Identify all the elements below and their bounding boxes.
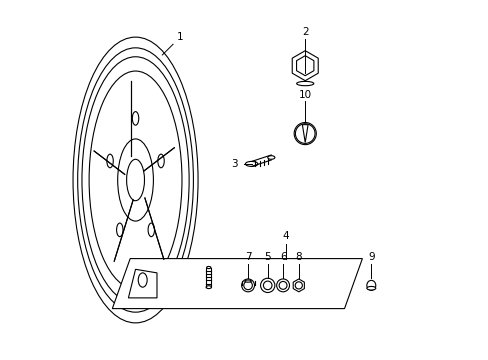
Text: 1: 1: [176, 32, 183, 42]
Circle shape: [263, 281, 271, 290]
Polygon shape: [128, 269, 157, 298]
Ellipse shape: [138, 273, 147, 287]
Polygon shape: [292, 51, 318, 81]
Circle shape: [295, 282, 302, 289]
Ellipse shape: [296, 81, 313, 86]
Text: 9: 9: [367, 252, 374, 262]
Ellipse shape: [116, 223, 123, 237]
Text: 3: 3: [230, 159, 237, 169]
Text: 8: 8: [295, 252, 302, 262]
Polygon shape: [296, 56, 313, 76]
Ellipse shape: [148, 223, 154, 237]
Ellipse shape: [78, 48, 193, 312]
Ellipse shape: [158, 154, 164, 168]
Ellipse shape: [366, 287, 375, 290]
Ellipse shape: [107, 154, 113, 168]
Ellipse shape: [206, 266, 210, 269]
Circle shape: [244, 281, 252, 290]
Ellipse shape: [245, 161, 257, 166]
Circle shape: [241, 279, 254, 292]
Text: 10: 10: [298, 90, 311, 100]
Ellipse shape: [132, 112, 139, 125]
Ellipse shape: [295, 124, 314, 143]
Ellipse shape: [205, 286, 211, 289]
Circle shape: [276, 279, 289, 292]
Ellipse shape: [82, 57, 189, 303]
Ellipse shape: [118, 139, 153, 221]
Text: 6: 6: [279, 252, 286, 262]
Circle shape: [260, 278, 274, 293]
Text: 2: 2: [301, 27, 308, 37]
Ellipse shape: [267, 156, 274, 159]
Ellipse shape: [294, 122, 316, 145]
Polygon shape: [302, 125, 307, 143]
Ellipse shape: [244, 280, 251, 282]
Circle shape: [279, 282, 286, 289]
Text: 5: 5: [264, 252, 270, 262]
Ellipse shape: [126, 159, 144, 201]
Polygon shape: [112, 258, 362, 309]
Polygon shape: [293, 279, 304, 292]
Ellipse shape: [73, 37, 198, 323]
Text: 7: 7: [244, 252, 251, 262]
Ellipse shape: [366, 280, 375, 291]
Ellipse shape: [89, 71, 182, 289]
Text: 4: 4: [282, 231, 288, 241]
